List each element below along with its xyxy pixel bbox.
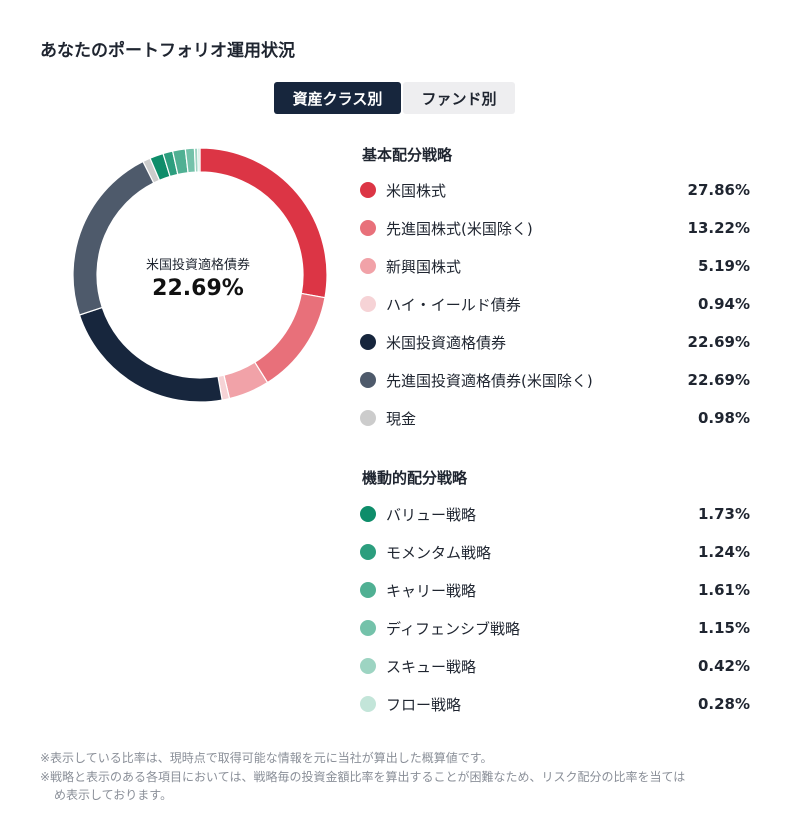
legend-item: 米国投資適格債券 22.69% bbox=[360, 331, 750, 353]
legend-swatch bbox=[360, 410, 376, 426]
legend-value: 1.73% bbox=[697, 505, 750, 523]
donut-center-label: 米国投資適格債券 bbox=[145, 258, 250, 273]
legend-swatch bbox=[360, 658, 376, 674]
legend-value: 0.98% bbox=[697, 409, 750, 427]
legend-item: 先進国投資適格債券(米国除く) 22.69% bbox=[360, 369, 750, 391]
legend-value: 0.28% bbox=[697, 695, 750, 713]
allocation-donut-chart bbox=[72, 147, 328, 403]
legend-item: スキュー戦略 0.42% bbox=[360, 655, 750, 677]
legend-swatch bbox=[360, 334, 376, 350]
legend-item: ディフェンシブ戦略 1.15% bbox=[360, 617, 750, 639]
legend-value: 22.69% bbox=[687, 371, 750, 389]
legend-swatch bbox=[360, 372, 376, 388]
legend-label: ディフェンシブ戦略 bbox=[386, 619, 520, 638]
legend-label: モメンタム戦略 bbox=[386, 543, 492, 562]
legend-label: 現金 bbox=[386, 409, 417, 428]
donut-slice bbox=[253, 292, 326, 384]
legend-label: 先進国投資適格債券(米国除く) bbox=[386, 371, 593, 390]
legend-item: 新興国株式 5.19% bbox=[360, 255, 750, 277]
view-tabs: 資産クラス別 ファンド別 bbox=[274, 82, 515, 114]
legend-item: キャリー戦略 1.61% bbox=[360, 579, 750, 601]
footnote: ※戦略と表示のある各項目においては、戦略毎の投資金額比率を算出することが困難なた… bbox=[40, 770, 686, 784]
legend-label: 米国株式 bbox=[386, 181, 447, 200]
page-title: あなたのポートフォリオ運用状況 bbox=[40, 41, 295, 61]
section-title-tactical: 機動的配分戦略 bbox=[362, 469, 468, 487]
legend-swatch bbox=[360, 506, 376, 522]
footnote: め表示しております。 bbox=[54, 788, 173, 802]
donut-slice bbox=[197, 147, 201, 173]
legend-label: 先進国株式(米国除く) bbox=[386, 219, 533, 238]
legend-swatch bbox=[360, 220, 376, 236]
section-title-basic: 基本配分戦略 bbox=[362, 146, 453, 164]
legend-label: 新興国株式 bbox=[386, 257, 462, 276]
legend-swatch bbox=[360, 582, 376, 598]
legend-label: スキュー戦略 bbox=[386, 657, 477, 676]
legend-item: 先進国株式(米国除く) 13.22% bbox=[360, 217, 750, 239]
legend-item: モメンタム戦略 1.24% bbox=[360, 541, 750, 563]
legend-label: バリュー戦略 bbox=[386, 505, 477, 524]
legend-value: 5.19% bbox=[697, 257, 750, 275]
legend-value: 13.22% bbox=[687, 219, 750, 237]
legend-value: 1.24% bbox=[697, 543, 750, 561]
tab-fund[interactable]: ファンド別 bbox=[403, 82, 515, 114]
legend-item: 現金 0.98% bbox=[360, 407, 750, 429]
footnote: ※表示している比率は、現時点で取得可能な情報を元に当社が算出した概算値です。 bbox=[40, 751, 493, 765]
legend-item: 米国株式 27.86% bbox=[360, 179, 750, 201]
legend-label: キャリー戦略 bbox=[386, 581, 477, 600]
legend-value: 0.42% bbox=[697, 657, 750, 675]
legend-value: 0.94% bbox=[697, 295, 750, 313]
tab-asset-class[interactable]: 資産クラス別 bbox=[274, 82, 401, 114]
legend-swatch bbox=[360, 182, 376, 198]
legend-swatch bbox=[360, 544, 376, 560]
legend-item: フロー戦略 0.28% bbox=[360, 693, 750, 715]
legend-value: 1.61% bbox=[697, 581, 750, 599]
donut-slice bbox=[78, 306, 223, 403]
legend-value: 22.69% bbox=[687, 333, 750, 351]
legend-swatch bbox=[360, 296, 376, 312]
legend-label: 米国投資適格債券 bbox=[386, 333, 507, 352]
legend-value: 1.15% bbox=[697, 619, 750, 637]
legend-label: フロー戦略 bbox=[386, 695, 462, 714]
legend-item: ハイ・イールド債券 0.94% bbox=[360, 293, 750, 315]
legend-value: 27.86% bbox=[687, 181, 750, 199]
legend-swatch bbox=[360, 258, 376, 274]
legend-swatch bbox=[360, 620, 376, 636]
legend-item: バリュー戦略 1.73% bbox=[360, 503, 750, 525]
legend-swatch bbox=[360, 696, 376, 712]
donut-center-value: 22.69% bbox=[152, 276, 244, 301]
legend-label: ハイ・イールド債券 bbox=[386, 295, 521, 314]
